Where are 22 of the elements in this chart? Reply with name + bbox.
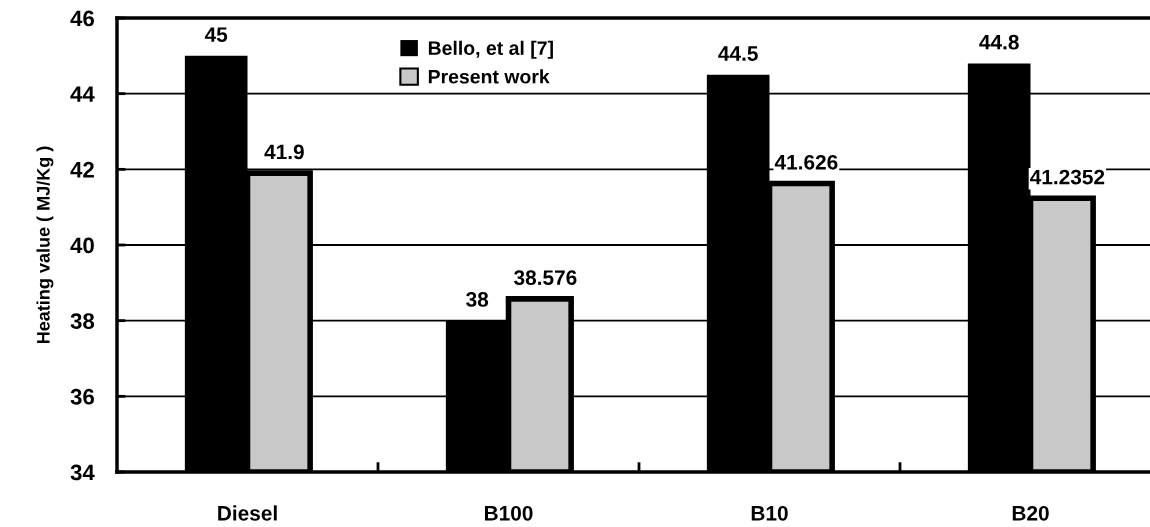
data-label: 44.8 — [979, 34, 1019, 50]
y-tick-label: 46 — [70, 10, 94, 27]
y-tick-label: 38 — [70, 313, 95, 329]
x-tick-label: B20 — [1012, 505, 1049, 521]
y-tick-label: 44 — [70, 86, 95, 102]
x-tick-label: B10 — [751, 505, 788, 521]
x-tick-label: B100 — [484, 505, 533, 521]
data-label: 41.2352 — [1030, 169, 1105, 185]
legend-label: Bello, et al [7] — [428, 40, 553, 59]
data-label: 38 — [466, 292, 489, 307]
data-label: 45 — [204, 27, 228, 42]
y-axis-title: Heating value ( MJ/Kg ) — [36, 146, 54, 344]
data-label: 38.576 — [514, 270, 577, 286]
y-tick-label: 40 — [70, 237, 94, 254]
y-tick-label: 36 — [70, 388, 94, 405]
x-tick-label: Diesel — [218, 505, 277, 521]
data-label: 41.626 — [774, 154, 838, 170]
y-tick-label: 34 — [70, 464, 95, 481]
data-label: 41.9 — [264, 144, 304, 160]
legend-label: Present work — [428, 69, 550, 84]
data-label: 44.5 — [718, 46, 758, 61]
y-tick-label: 42 — [70, 161, 94, 178]
